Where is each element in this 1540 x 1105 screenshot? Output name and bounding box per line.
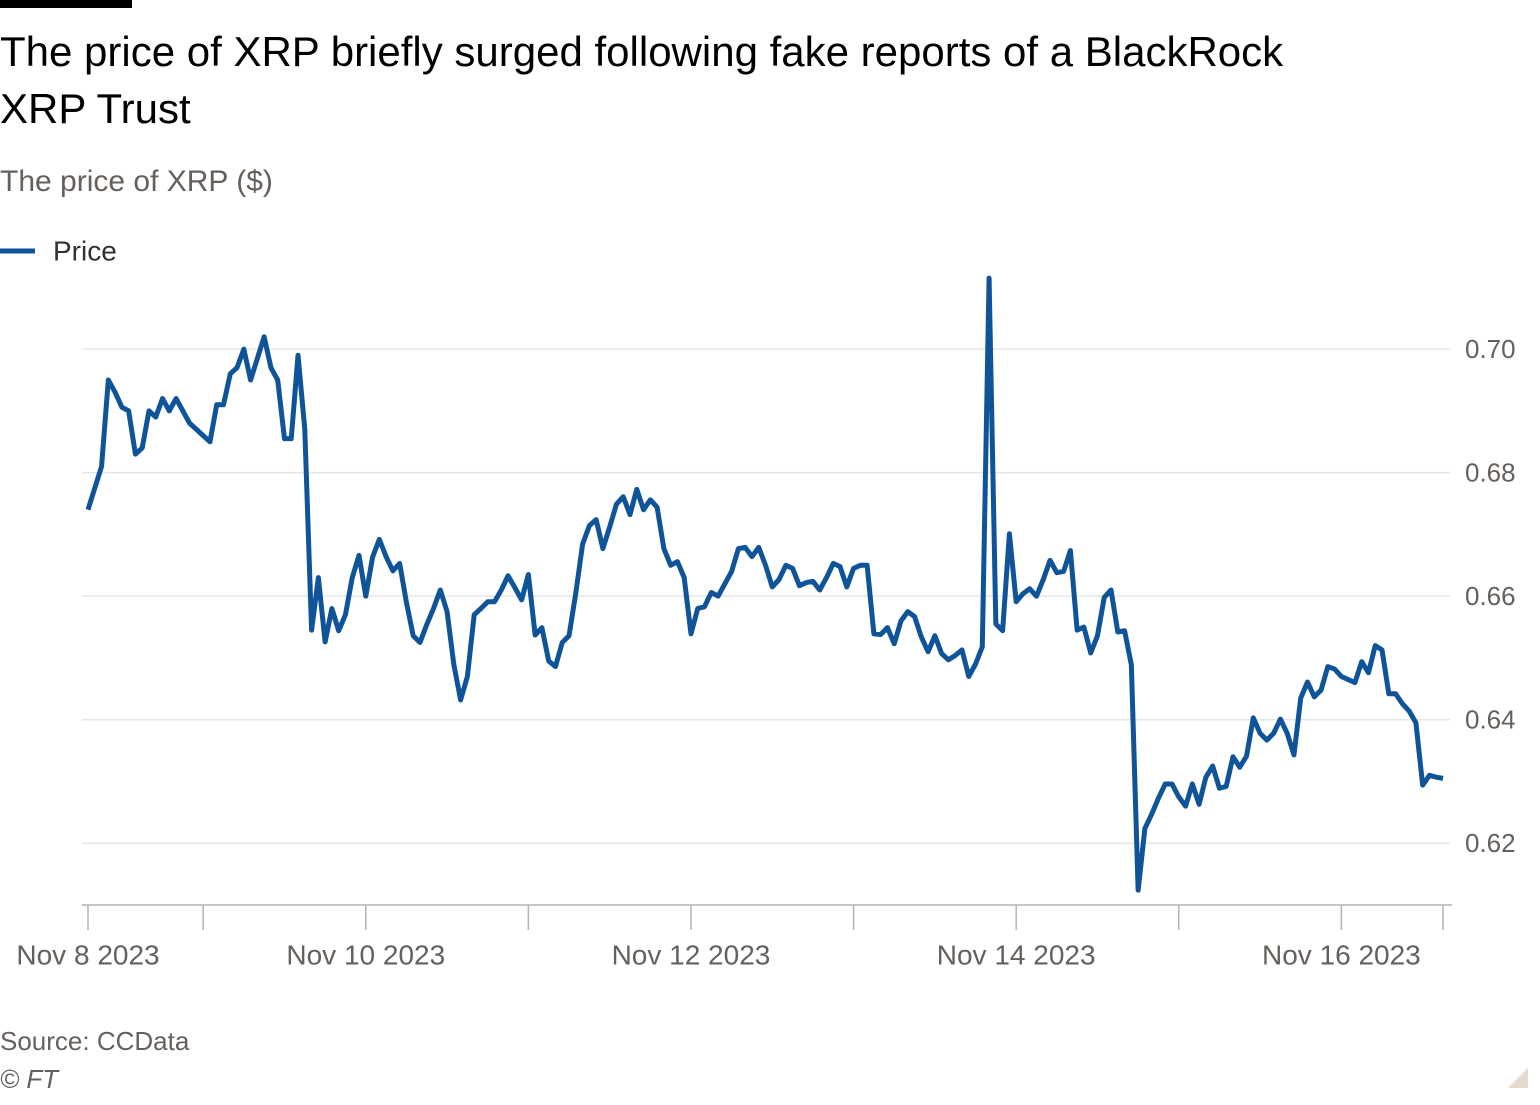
x-tick-label: Nov 10 2023 xyxy=(286,939,445,970)
x-tick-label: Nov 14 2023 xyxy=(937,939,1096,970)
y-tick-label: 0.64 xyxy=(1465,705,1516,735)
title-line: The price of XRP briefly surged followin… xyxy=(0,28,1284,75)
top-bar xyxy=(0,0,132,8)
y-tick-label: 0.68 xyxy=(1465,458,1516,488)
source: Source: CCData xyxy=(0,1026,190,1056)
x-tick-label: Nov 16 2023 xyxy=(1262,939,1421,970)
y-tick-label: 0.66 xyxy=(1465,581,1516,611)
chart-subtitle: The price of XRP ($) xyxy=(0,165,273,198)
chart-title: The price of XRP briefly surged followin… xyxy=(0,28,1284,132)
credit: © FT xyxy=(0,1064,60,1094)
price-line xyxy=(85,275,1444,893)
y-tick-label: 0.62 xyxy=(1465,828,1516,858)
y-tick-label: 0.70 xyxy=(1465,334,1516,364)
x-tick-label: Nov 8 2023 xyxy=(16,939,159,970)
corner-mark xyxy=(1508,1068,1528,1088)
x-tick-label: Nov 12 2023 xyxy=(612,939,771,970)
legend-label: Price xyxy=(53,235,117,266)
title-line: XRP Trust xyxy=(0,85,191,132)
